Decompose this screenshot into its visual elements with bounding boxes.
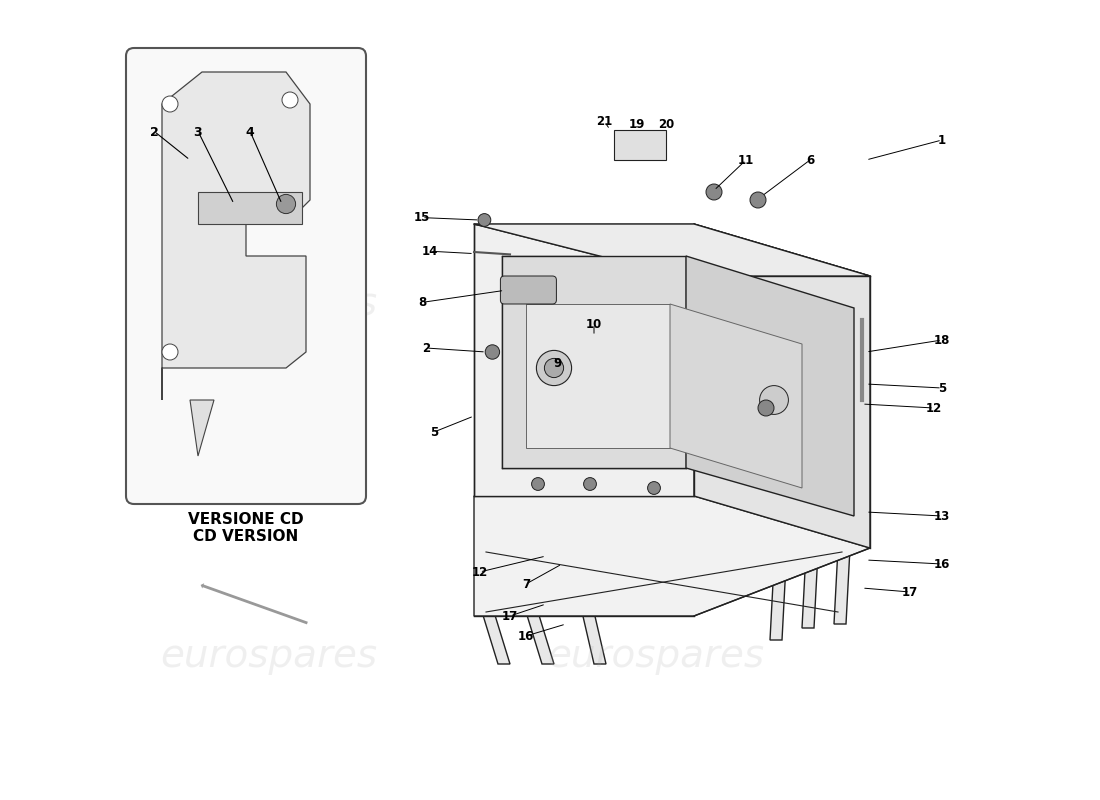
- Text: VERSIONE CD
CD VERSION: VERSIONE CD CD VERSION: [188, 512, 304, 544]
- Text: 5: 5: [430, 426, 438, 438]
- Text: 8: 8: [418, 296, 426, 309]
- Text: 13: 13: [934, 510, 950, 522]
- Text: 9: 9: [554, 358, 562, 370]
- Polygon shape: [162, 72, 310, 400]
- Circle shape: [162, 344, 178, 360]
- Polygon shape: [526, 612, 554, 664]
- Text: 7: 7: [521, 578, 530, 590]
- Text: 4: 4: [245, 126, 254, 138]
- Text: 2: 2: [422, 342, 430, 354]
- FancyBboxPatch shape: [126, 48, 366, 504]
- Text: 16: 16: [934, 558, 950, 570]
- Text: 18: 18: [934, 334, 950, 346]
- Text: 1: 1: [938, 134, 946, 146]
- Circle shape: [750, 192, 766, 208]
- Circle shape: [758, 400, 774, 416]
- Polygon shape: [582, 612, 606, 664]
- Circle shape: [648, 482, 660, 494]
- Text: eurospares: eurospares: [160, 637, 377, 675]
- Polygon shape: [802, 552, 818, 628]
- Text: 20: 20: [658, 118, 674, 130]
- Text: 3: 3: [194, 126, 202, 138]
- Circle shape: [760, 386, 789, 414]
- Text: 14: 14: [421, 245, 438, 258]
- Polygon shape: [686, 256, 854, 516]
- Text: 17: 17: [502, 610, 518, 622]
- Text: 11: 11: [738, 154, 755, 166]
- FancyBboxPatch shape: [500, 276, 557, 304]
- Text: 5: 5: [938, 382, 946, 394]
- Circle shape: [282, 92, 298, 108]
- Text: 6: 6: [806, 154, 814, 166]
- Polygon shape: [198, 192, 302, 224]
- Text: 17: 17: [902, 586, 918, 598]
- Polygon shape: [474, 224, 694, 496]
- Polygon shape: [482, 612, 510, 664]
- Text: eurospares: eurospares: [160, 285, 377, 323]
- Bar: [614, 130, 666, 160]
- Polygon shape: [474, 224, 870, 276]
- Circle shape: [544, 358, 563, 378]
- Circle shape: [276, 194, 296, 214]
- Polygon shape: [670, 304, 802, 488]
- Circle shape: [584, 478, 596, 490]
- Polygon shape: [502, 256, 686, 468]
- Polygon shape: [770, 564, 786, 640]
- Text: eurospares: eurospares: [547, 637, 764, 675]
- Text: 2: 2: [150, 126, 158, 138]
- Text: 15: 15: [414, 211, 430, 224]
- Circle shape: [531, 478, 544, 490]
- Text: 12: 12: [472, 566, 487, 578]
- Polygon shape: [694, 224, 870, 548]
- Text: eurospares: eurospares: [547, 285, 764, 323]
- Text: 12: 12: [926, 402, 942, 414]
- Circle shape: [537, 350, 572, 386]
- Text: 19: 19: [628, 118, 645, 130]
- Polygon shape: [526, 304, 670, 448]
- Circle shape: [478, 214, 491, 226]
- Circle shape: [485, 345, 499, 359]
- Circle shape: [706, 184, 722, 200]
- Polygon shape: [190, 400, 214, 456]
- Text: 21: 21: [596, 115, 613, 128]
- Circle shape: [162, 96, 178, 112]
- Text: 10: 10: [586, 318, 602, 330]
- Polygon shape: [834, 548, 850, 624]
- Polygon shape: [474, 496, 870, 616]
- Text: 16: 16: [518, 630, 535, 642]
